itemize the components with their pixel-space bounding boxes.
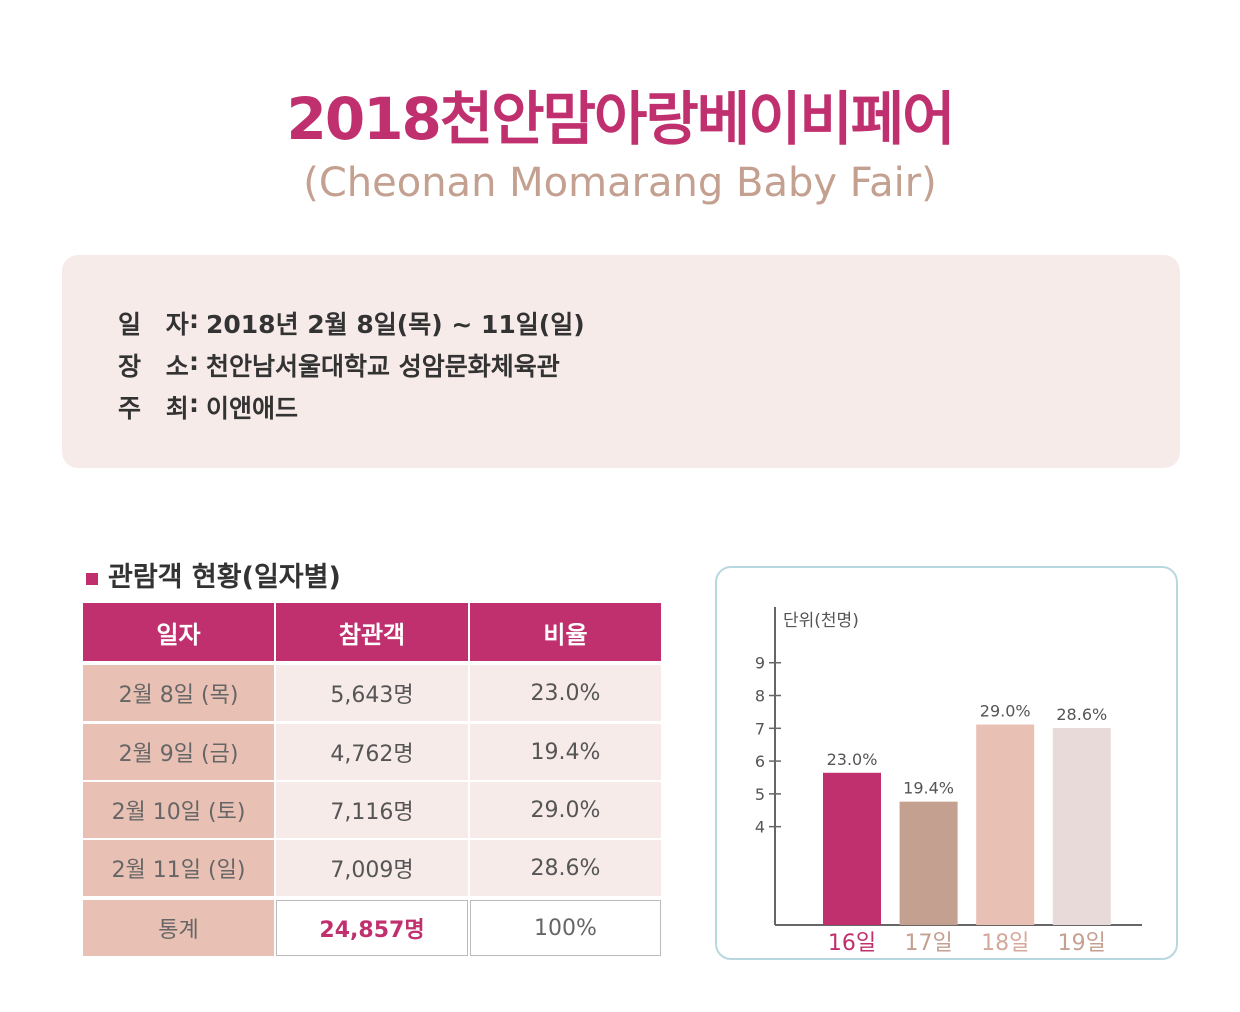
info-separator: : <box>189 347 199 376</box>
bar <box>899 801 958 925</box>
bar <box>976 724 1035 925</box>
table-cell: 7,116명 <box>276 782 468 838</box>
y-tick-label: 5 <box>755 785 765 804</box>
info-value: 이앤애드 <box>206 394 299 423</box>
bar-annotation: 23.0% <box>827 750 878 769</box>
bar <box>1052 728 1111 925</box>
bar-annotation: 19.4% <box>903 779 954 798</box>
table-total-label: 통계 <box>83 900 274 956</box>
info-box: 일 자:2018년 2월 8일(목) ~ 11일(일) 장 소: 천안남서울대학교 … <box>62 255 1180 468</box>
y-tick-label: 6 <box>755 752 765 771</box>
table-total: 100% <box>470 900 661 956</box>
table-row-label: 2월 10일 (토) <box>83 782 274 838</box>
table-cell: 23.0% <box>470 665 661 721</box>
table-cell: 29.0% <box>470 782 661 838</box>
y-tick-label: 8 <box>755 687 765 706</box>
title: 2018천안맘아랑베이비페어 <box>286 85 955 153</box>
bar-annotation: 29.0% <box>980 701 1031 720</box>
subtitle: (Cheonan Momarang Baby Fair) <box>303 160 937 206</box>
bar <box>823 772 881 925</box>
info-row: 장 소: 천안남서울대학교 성암문화체육관 <box>118 347 560 383</box>
table-cell: 19.4% <box>470 724 661 780</box>
y-tick-label: 7 <box>755 719 765 738</box>
info-row: 주 최: 이앤애드 <box>118 389 298 425</box>
table-row-label: 2월 9일 (금) <box>83 724 274 780</box>
info-separator: : <box>189 305 199 334</box>
y-tick-label: 9 <box>755 654 765 673</box>
x-tick-label: 17일 <box>904 931 952 956</box>
table-header: 일자 <box>83 603 274 661</box>
info-value: 천안남서울대학교 성암문화체육관 <box>206 352 560 381</box>
table-header: 비율 <box>470 603 661 661</box>
bar-annotation: 28.6% <box>1056 705 1107 724</box>
x-tick-label: 18일 <box>981 931 1029 956</box>
table-row-label: 2월 11일 (일) <box>83 840 274 896</box>
x-tick-label: 16일 <box>828 931 876 956</box>
table-cell: 5,643명 <box>276 665 468 721</box>
table-total: 24,857명 <box>276 900 468 956</box>
info-row: 일 자:2018년 2월 8일(목) ~ 11일(일) <box>118 305 585 341</box>
chart-box <box>715 566 1178 960</box>
info-separator: : <box>189 389 199 418</box>
section-title: 관람객 현황(일자별) <box>86 555 341 594</box>
table-cell: 28.6% <box>470 840 661 896</box>
table-cell: 7,009명 <box>276 840 468 896</box>
x-tick-label: 19일 <box>1058 931 1106 956</box>
table-cell: 4,762명 <box>276 724 468 780</box>
table-header: 참관객 <box>276 603 468 661</box>
info-value: 2018년 2월 8일(목) ~ 11일(일) <box>206 310 585 339</box>
unit-label: 단위(천명) <box>783 611 859 631</box>
y-tick-label: 4 <box>755 818 765 837</box>
table-row-label: 2월 8일 (목) <box>83 665 274 721</box>
